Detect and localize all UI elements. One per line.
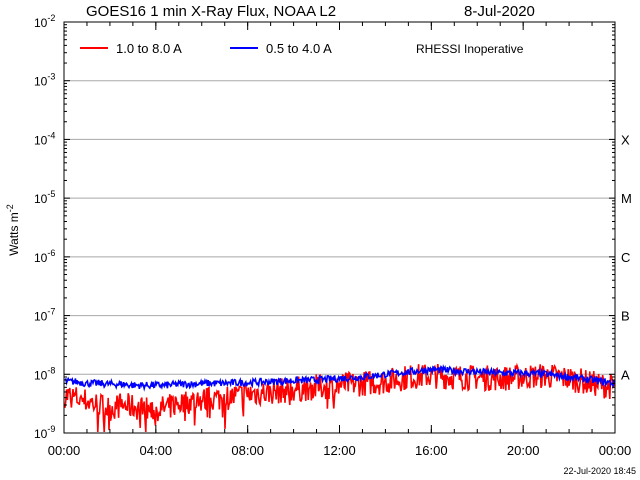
legend-label-long: 1.0 to 8.0 A xyxy=(116,41,182,56)
rhessi-annotation: RHESSI Inoperative xyxy=(416,42,524,56)
y-tick-exp: -7 xyxy=(47,307,55,317)
y-tick-label: 10-2 xyxy=(34,13,55,30)
y-tick-exp: -6 xyxy=(47,248,55,258)
y-tick-base: 10 xyxy=(34,75,48,89)
y-tick-label: 10-5 xyxy=(34,189,55,206)
y-tick-exp: -5 xyxy=(47,189,55,199)
y-tick-label: 10-3 xyxy=(34,72,55,89)
flare-class-x: X xyxy=(621,132,630,147)
series-layer xyxy=(64,362,616,433)
x-tick-label: 12:00 xyxy=(323,443,356,458)
y-tick-exp: -4 xyxy=(47,130,55,140)
x-tick-label: 00:00 xyxy=(599,443,632,458)
y-tick-label: 10-9 xyxy=(34,424,55,441)
y-tick-exp: -8 xyxy=(47,365,55,375)
y-tick-base: 10 xyxy=(34,427,48,441)
y-axis: 10-210-310-410-510-610-710-810-9 xyxy=(34,13,615,441)
x-tick-label: 20:00 xyxy=(507,443,540,458)
y-tick-exp: -2 xyxy=(47,13,55,23)
series-line-1 xyxy=(64,364,616,392)
legend-label-short: 0.5 to 4.0 A xyxy=(266,41,332,56)
y-tick-label: 10-7 xyxy=(34,307,55,324)
x-axis: 00:00 04:00 08:00 12:00 16:00 20:00 00:00 xyxy=(48,22,632,458)
y-tick-label: 10-6 xyxy=(34,248,55,265)
y-tick-base: 10 xyxy=(34,192,48,206)
x-tick-label: 16:00 xyxy=(415,443,448,458)
y-tick-base: 10 xyxy=(34,310,48,324)
y-tick-exp: -9 xyxy=(47,424,55,434)
y-axis-label: Watts m-2 xyxy=(5,204,21,256)
flare-class-b: B xyxy=(621,309,630,324)
y-tick-base: 10 xyxy=(34,251,48,265)
y-tick-base: 10 xyxy=(34,133,48,147)
legend: 1.0 to 8.0 A 0.5 to 4.0 A xyxy=(80,41,332,56)
grid-lines xyxy=(64,80,615,375)
y-tick-base: 10 xyxy=(34,16,48,30)
y-axis-label-base: Watts m xyxy=(7,212,21,256)
series-line-0 xyxy=(64,362,616,433)
flare-class-c: C xyxy=(621,250,630,265)
y-tick-label: 10-4 xyxy=(34,130,55,147)
y-tick-base: 10 xyxy=(34,368,48,382)
y-tick-label: 10-8 xyxy=(34,365,55,382)
footer-timestamp: 22-Jul-2020 18:45 xyxy=(563,466,636,476)
flare-class-labels: X M C B A xyxy=(621,132,632,382)
flare-class-m: M xyxy=(621,191,632,206)
x-tick-label: 04:00 xyxy=(140,443,173,458)
x-tick-label: 08:00 xyxy=(231,443,264,458)
chart-date: 8-Jul-2020 xyxy=(464,3,535,20)
y-tick-exp: -3 xyxy=(47,72,55,82)
y-axis-label-exp: -2 xyxy=(5,204,15,212)
x-tick-label: 00:00 xyxy=(48,443,81,458)
chart-title: GOES16 1 min X-Ray Flux, NOAA L2 xyxy=(86,3,336,20)
flare-class-a: A xyxy=(621,367,630,382)
